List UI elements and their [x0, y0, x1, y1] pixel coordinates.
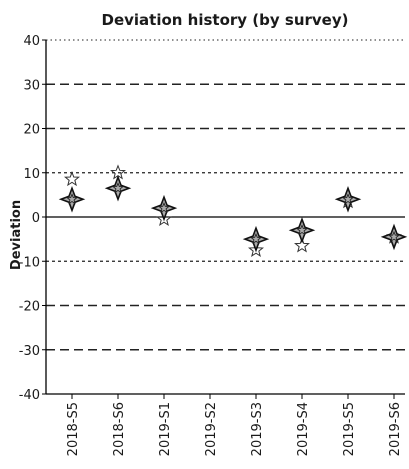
x-tick-labels: 2018-S5 2018-S6 2019-S1 2019-S2 2019-S3 2019-… [66, 402, 403, 456]
star-marker [64, 170, 80, 187]
axes [45, 40, 395, 399]
diamond-marker [150, 194, 178, 222]
y-tick-label: 20 [23, 123, 40, 138]
diamond-marker [58, 186, 86, 213]
x-tick-label: 2018-S6 [112, 402, 127, 456]
y-tick-label: 40 [23, 34, 40, 49]
y-tick-label: 10 [23, 167, 40, 182]
y-tick-label: 30 [23, 78, 40, 93]
chart-title: Deviation history (by survey) [102, 11, 349, 29]
x-tick-label: 2019-S6 [388, 402, 403, 456]
y-tick-label: 0 [32, 211, 40, 226]
star-marker [248, 241, 264, 257]
x-tick-label: 2019-S4 [296, 402, 311, 456]
diamond-marker [380, 223, 408, 251]
y-tick-label: -20 [19, 300, 40, 315]
diamond-marker [334, 186, 362, 213]
star-marker [294, 237, 310, 253]
diamond-marker [288, 216, 316, 244]
x-tick-label: 2019-S5 [342, 402, 357, 456]
grid-lines [42, 39, 405, 395]
data-points [58, 164, 408, 257]
y-axis-label: Deviation [9, 200, 24, 270]
y-tick-label: -30 [19, 344, 40, 359]
x-tick-label: 2018-S5 [66, 402, 81, 456]
x-tick-label: 2019-S3 [250, 402, 265, 456]
y-tick-label: -40 [19, 388, 40, 403]
diamond-marker [104, 174, 132, 202]
diamond-marker [242, 225, 270, 253]
x-tick-label: 2019-S2 [204, 402, 219, 456]
y-tick-label: -10 [19, 255, 40, 270]
y-tick-labels: 40 30 20 10 0 -10 -20 -30 -40 [19, 34, 40, 403]
x-tick-label: 2019-S1 [158, 402, 173, 456]
star-marker [156, 210, 172, 227]
